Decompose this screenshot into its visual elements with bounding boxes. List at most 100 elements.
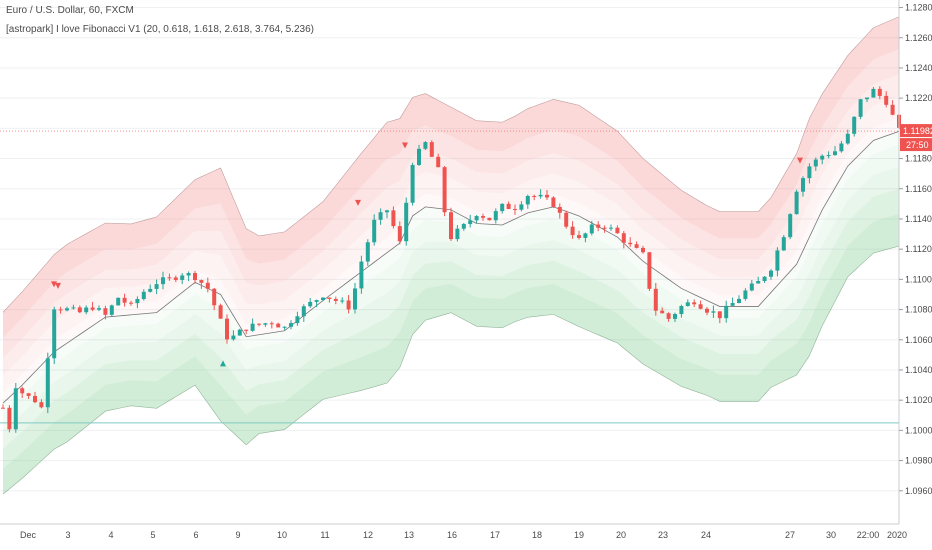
candle-body <box>122 297 127 303</box>
candles <box>1 86 901 433</box>
candle-body <box>103 308 108 315</box>
sell-signal-icon <box>355 199 361 206</box>
price-tick-label: 1.12600 <box>905 33 932 43</box>
price-tick-label: 1.11800 <box>905 154 932 164</box>
indicator-label[interactable]: [astropark] I love Fibonacci V1 (20, 0.6… <box>6 24 314 35</box>
candle-body <box>385 210 389 213</box>
candle-body <box>711 311 716 313</box>
lower-band-5 <box>3 213 899 495</box>
candle-body <box>33 395 37 403</box>
candle-body <box>769 270 773 277</box>
candle-body <box>301 306 306 317</box>
candle-body <box>519 204 524 210</box>
candle-body <box>129 302 133 304</box>
candle-body <box>180 275 185 280</box>
candle-body <box>749 283 754 291</box>
candle-body <box>391 210 396 227</box>
time-axis[interactable]: Dec 3 4 5 6 9 10 11 12 13 16 17 18 19 20 23 24 27 30 22:00 2… <box>0 523 907 540</box>
candle-body <box>84 307 89 313</box>
candle-body <box>449 212 453 240</box>
candle-body <box>653 288 658 311</box>
candle-body <box>135 299 140 304</box>
time-tick-label: 12 <box>363 530 373 540</box>
candle-body <box>775 250 780 271</box>
price-tick-label: 1.10200 <box>905 395 932 405</box>
candle-body <box>525 195 530 205</box>
candle-body <box>615 227 620 234</box>
upper-band-edge <box>2 16 900 313</box>
candle-body <box>97 308 101 310</box>
candle-body <box>628 242 633 245</box>
candle-body <box>13 388 18 430</box>
sell-signal-icon <box>797 157 803 164</box>
price-tick-label: 1.10600 <box>905 335 932 345</box>
time-tick-label: Dec <box>20 530 37 540</box>
candle-body <box>378 212 383 220</box>
candle-body <box>148 288 153 292</box>
candle-body <box>353 288 357 310</box>
candle-body <box>461 224 466 229</box>
price-tick-label: 1.11200 <box>905 244 932 254</box>
candle-body <box>71 307 76 309</box>
candle-body <box>161 277 165 285</box>
candle-body <box>314 300 319 302</box>
candle-body <box>225 318 229 340</box>
candle-body <box>173 277 178 280</box>
candle-body <box>212 288 217 306</box>
candle-body <box>717 311 722 319</box>
candle-body <box>564 212 569 227</box>
sell-signal-icon <box>51 281 57 288</box>
price-tick-label: 1.11600 <box>905 184 932 194</box>
candle-body <box>820 155 825 160</box>
price-tick-label: 1.10400 <box>905 365 932 375</box>
candle-body <box>647 252 652 289</box>
candle-body <box>455 228 460 240</box>
candle-body <box>410 164 415 203</box>
candle-body <box>743 290 748 299</box>
symbol-title[interactable]: Euro / U.S. Dollar, 60, FXCM <box>6 5 134 16</box>
candle-body <box>532 195 537 197</box>
candle-body <box>58 309 63 311</box>
time-tick-label: 3 <box>65 530 70 540</box>
candle-body <box>756 281 761 284</box>
price-tags: 1.11982 27:50 <box>0 124 932 152</box>
candle-body <box>1 407 5 409</box>
candle-body <box>257 323 261 325</box>
time-tick-label: 27 <box>785 530 795 540</box>
candle-body <box>685 302 690 307</box>
candle-body <box>269 323 274 325</box>
lower-band-edge <box>2 245 900 495</box>
price-tick-label: 1.10800 <box>905 305 932 315</box>
candle-body <box>596 224 601 228</box>
candle-body <box>404 202 409 242</box>
buy-signal-icon <box>220 360 226 367</box>
fibonacci-bands <box>2 16 900 495</box>
countdown-label: 27:50 <box>906 140 929 150</box>
price-axis[interactable]: 1.128001.126001.124001.122001.120001.118… <box>898 0 932 524</box>
candle-body <box>852 116 857 134</box>
candle-body <box>308 301 313 307</box>
price-tick-label: 1.12800 <box>905 3 932 13</box>
candle-body <box>116 297 121 306</box>
candle-body <box>781 237 786 251</box>
time-tick-label: 11 <box>320 530 329 540</box>
candle-body <box>673 314 677 319</box>
candle-body <box>794 191 799 215</box>
candle-body <box>500 203 505 212</box>
candle-body <box>295 316 300 324</box>
candle-body <box>570 226 575 236</box>
candle-body <box>327 297 332 299</box>
candle-body <box>263 323 268 325</box>
time-tick-label: 24 <box>701 530 711 540</box>
time-tick-label: 22:00 <box>857 530 880 540</box>
candle-body <box>692 302 697 305</box>
candle-body <box>474 216 479 221</box>
candle-body <box>429 142 434 157</box>
candle-body <box>871 88 876 98</box>
candle-body <box>833 151 837 156</box>
candle-body <box>250 323 255 331</box>
time-tick-label: 4 <box>108 530 113 540</box>
candle-body <box>417 148 421 165</box>
